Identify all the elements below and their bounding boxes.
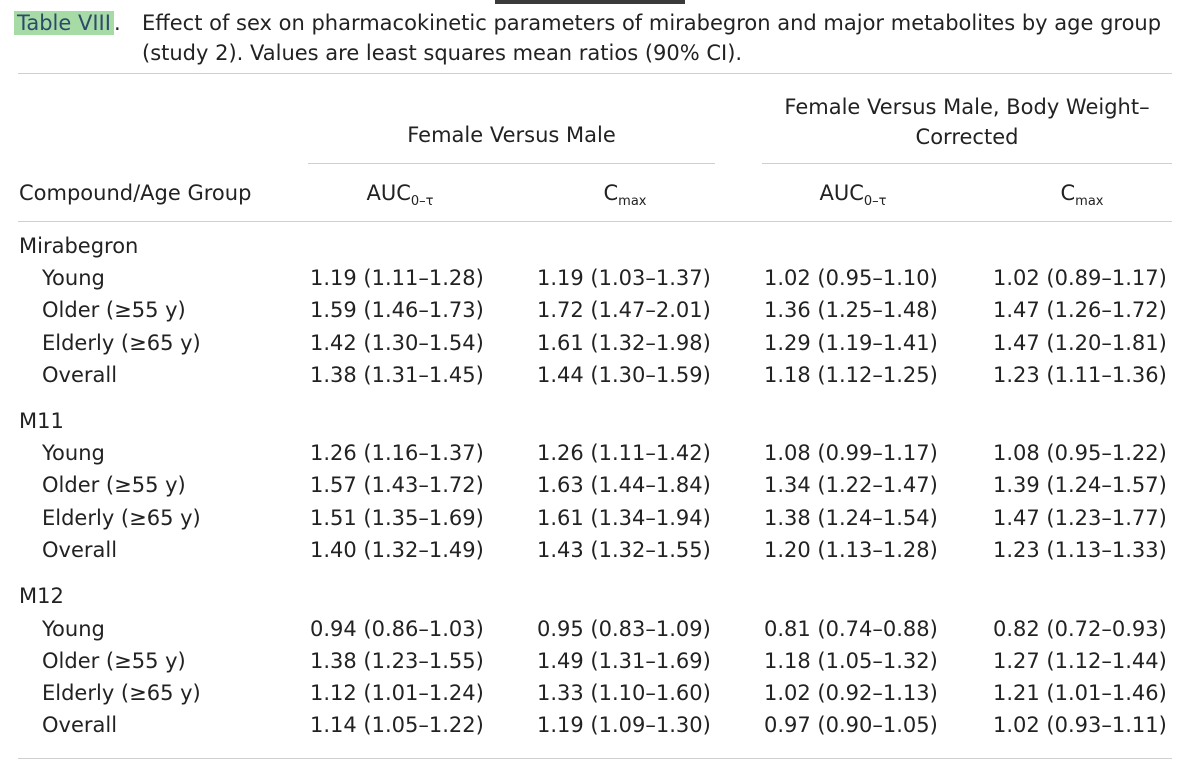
table-cell: 1.33 (1.10–1.60) xyxy=(537,681,711,705)
table-cell: 0.94 (0.86–1.03) xyxy=(310,617,484,641)
section-title-mirabegron: Mirabegron xyxy=(19,234,139,258)
header-auc-2: AUC0–τ xyxy=(773,180,933,215)
header-cmax-2: Cmax xyxy=(1002,180,1162,215)
table-bottom-rule xyxy=(18,758,1172,759)
header-auc-1-label: AUC xyxy=(366,181,411,205)
table-cell: 1.19 (1.09–1.30) xyxy=(537,713,711,737)
table-cell: 1.21 (1.01–1.46) xyxy=(993,681,1167,705)
table-cell: 1.38 (1.23–1.55) xyxy=(310,649,484,673)
table-cell: 1.51 (1.35–1.69) xyxy=(310,506,484,530)
header-cmax-2-label: C xyxy=(1060,181,1076,205)
table-cell: 1.27 (1.12–1.44) xyxy=(993,649,1167,673)
table-cell: 1.63 (1.44–1.84) xyxy=(537,473,711,497)
header-group-female-vs-male: Female Versus Male xyxy=(407,123,616,147)
table-cell: 1.08 (0.95–1.22) xyxy=(993,441,1167,465)
row-label: Elderly (≥65 y) xyxy=(42,681,201,705)
table-cell: 1.49 (1.31–1.69) xyxy=(537,649,711,673)
table-cell: 0.95 (0.83–1.09) xyxy=(537,617,711,641)
table-cell: 1.08 (0.99–1.17) xyxy=(764,441,938,465)
table-cell: 0.82 (0.72–0.93) xyxy=(993,617,1167,641)
table-cell: 1.40 (1.32–1.49) xyxy=(310,538,484,562)
table-cell: 1.57 (1.43–1.72) xyxy=(310,473,484,497)
table-cell: 1.02 (0.95–1.10) xyxy=(764,266,938,290)
row-label: Older (≥55 y) xyxy=(42,298,186,322)
table-cell: 1.47 (1.20–1.81) xyxy=(993,331,1167,355)
table-cell: 1.23 (1.11–1.36) xyxy=(993,363,1167,387)
table-cell: 1.02 (0.93–1.11) xyxy=(993,713,1167,737)
caption-separator: . xyxy=(113,11,121,35)
header-cmax-1-sub: max xyxy=(618,194,647,209)
table-cell: 1.44 (1.30–1.59) xyxy=(537,363,711,387)
table-cell: 1.43 (1.32–1.55) xyxy=(537,538,711,562)
table-cell: 1.26 (1.16–1.37) xyxy=(310,441,484,465)
table-cell: 1.47 (1.26–1.72) xyxy=(993,298,1167,322)
table-cell: 1.36 (1.25–1.48) xyxy=(764,298,938,322)
header-group-body-weight-corrected: Female Versus Male, Body Weight–Correcte… xyxy=(784,95,1150,149)
table-cell: 1.02 (0.92–1.13) xyxy=(764,681,938,705)
caption-rule xyxy=(18,73,1172,74)
header-cmax-1-label: C xyxy=(603,181,619,205)
header-cmax-1: Cmax xyxy=(545,180,705,215)
row-label: Older (≥55 y) xyxy=(42,649,186,673)
table-cell: 1.29 (1.19–1.41) xyxy=(764,331,938,355)
table-cell: 1.12 (1.01–1.24) xyxy=(310,681,484,705)
table-cell: 1.19 (1.11–1.28) xyxy=(310,266,484,290)
header-auc-1: AUC0–τ xyxy=(320,180,480,215)
table-cell: 0.81 (0.74–0.88) xyxy=(764,617,938,641)
table-cell: 1.47 (1.23–1.77) xyxy=(993,506,1167,530)
group1-underline xyxy=(308,163,715,164)
table-cell: 1.42 (1.30–1.54) xyxy=(310,331,484,355)
row-label: Older (≥55 y) xyxy=(42,473,186,497)
row-label: Elderly (≥65 y) xyxy=(42,331,201,355)
row-label: Elderly (≥65 y) xyxy=(42,506,201,530)
header-auc-2-sub: 0–τ xyxy=(863,194,887,209)
row-label: Overall xyxy=(42,538,118,562)
group2-underline xyxy=(762,163,1172,164)
table-caption: Table VIII. Effect of sex on pharmacokin… xyxy=(14,8,1179,65)
table-cell: 1.02 (0.89–1.17) xyxy=(993,266,1167,290)
header-auc-1-sub: 0–τ xyxy=(410,194,434,209)
header-compound-age-group: Compound/Age Group xyxy=(19,181,252,205)
table-cell: 1.34 (1.22–1.47) xyxy=(764,473,938,497)
caption-text: Effect of sex on pharmacokinetic paramet… xyxy=(142,11,1162,65)
row-label: Young xyxy=(42,441,105,465)
table-cell: 1.72 (1.47–2.01) xyxy=(537,298,711,322)
section-title-m11: M11 xyxy=(19,409,64,433)
header-auc-2-label: AUC xyxy=(819,181,864,205)
header-cmax-2-sub: max xyxy=(1075,194,1104,209)
table-cell: 1.19 (1.03–1.37) xyxy=(537,266,711,290)
row-label: Overall xyxy=(42,713,118,737)
header-rule xyxy=(18,221,1172,222)
table-cell: 1.61 (1.32–1.98) xyxy=(537,331,711,355)
table-cell: 1.18 (1.12–1.25) xyxy=(764,363,938,387)
table-cell: 1.20 (1.13–1.28) xyxy=(764,538,938,562)
table-cell: 1.61 (1.34–1.94) xyxy=(537,506,711,530)
table-cell: 1.59 (1.46–1.73) xyxy=(310,298,484,322)
row-label: Young xyxy=(42,617,105,641)
section-title-m12: M12 xyxy=(19,584,64,608)
table-cell: 1.38 (1.31–1.45) xyxy=(310,363,484,387)
table-cell: 1.38 (1.24–1.54) xyxy=(764,506,938,530)
table-cell: 1.14 (1.05–1.22) xyxy=(310,713,484,737)
table-label: Table VIII xyxy=(14,11,114,35)
row-label: Young xyxy=(42,266,105,290)
table-cell: 1.23 (1.13–1.33) xyxy=(993,538,1167,562)
table-cell: 0.97 (0.90–1.05) xyxy=(764,713,938,737)
viewer-top-bar xyxy=(495,0,685,4)
row-label: Overall xyxy=(42,363,118,387)
table-cell: 1.26 (1.11–1.42) xyxy=(537,441,711,465)
table-cell: 1.39 (1.24–1.57) xyxy=(993,473,1167,497)
table-cell: 1.18 (1.05–1.32) xyxy=(764,649,938,673)
